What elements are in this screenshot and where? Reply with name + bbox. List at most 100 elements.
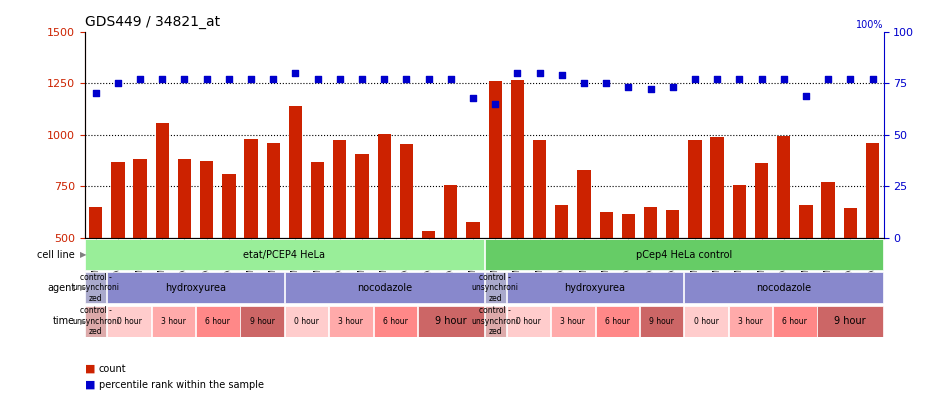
Text: ■: ■ [85,364,95,374]
Text: 0 hour: 0 hour [694,317,718,326]
FancyBboxPatch shape [551,306,595,337]
FancyBboxPatch shape [818,306,884,337]
Point [177,76,192,82]
Bar [267,143,280,341]
Bar [378,133,391,341]
Text: 6 hour: 6 hour [782,317,807,326]
Point [732,76,747,82]
Bar [843,208,857,341]
Point [821,76,836,82]
Bar [556,205,569,341]
FancyBboxPatch shape [684,306,728,337]
Point [599,80,614,86]
FancyBboxPatch shape [728,306,772,337]
Bar [688,140,701,341]
Point [288,70,303,76]
Point [532,70,547,76]
Text: 0 hour: 0 hour [294,317,319,326]
FancyBboxPatch shape [241,306,284,337]
Text: 3 hour: 3 hour [161,317,186,326]
FancyBboxPatch shape [596,306,639,337]
Bar [89,207,102,341]
Bar [533,140,546,341]
FancyBboxPatch shape [196,306,240,337]
Text: 3 hour: 3 hour [560,317,586,326]
Bar [489,81,502,341]
FancyBboxPatch shape [85,239,484,270]
Text: percentile rank within the sample: percentile rank within the sample [99,380,264,390]
Bar [200,162,213,341]
Point [710,76,725,82]
Bar [311,162,324,341]
Point [576,80,591,86]
FancyBboxPatch shape [329,306,372,337]
Bar [222,174,236,341]
Text: nocodazole: nocodazole [756,283,811,293]
Text: agent: agent [47,283,75,293]
Bar [289,106,302,341]
FancyBboxPatch shape [484,272,506,303]
Bar [400,144,413,341]
Point [776,76,791,82]
Bar [644,207,657,341]
Bar [822,182,835,341]
Point [865,76,880,82]
Point [110,80,125,86]
Text: 6 hour: 6 hour [383,317,408,326]
Point [399,76,414,82]
Point [133,76,148,82]
Point [266,76,281,82]
Bar [422,231,435,341]
Point [465,94,480,101]
Text: GDS449 / 34821_at: GDS449 / 34821_at [85,15,220,29]
FancyBboxPatch shape [640,306,683,337]
FancyBboxPatch shape [151,306,196,337]
Text: hydroxyurea: hydroxyurea [165,283,227,293]
Point [798,92,813,99]
FancyBboxPatch shape [85,306,106,337]
Point [310,76,325,82]
Bar [156,123,169,341]
Bar [444,185,458,341]
Point [843,76,858,82]
Bar [510,80,524,341]
Bar [111,162,124,341]
Text: 100%: 100% [856,20,884,30]
Text: control -
unsynchroni
zed: control - unsynchroni zed [472,273,519,303]
Bar [866,143,879,341]
Text: count: count [99,364,126,374]
FancyBboxPatch shape [285,272,484,303]
Bar [178,159,191,341]
Text: 0 hour: 0 hour [516,317,540,326]
Text: pCep4 HeLa control: pCep4 HeLa control [635,249,732,260]
Point [243,76,258,82]
Bar [777,136,791,341]
Text: 0 hour: 0 hour [117,317,141,326]
Bar [799,205,812,341]
Point [155,76,170,82]
Point [221,76,236,82]
FancyBboxPatch shape [85,272,106,303]
Point [620,84,635,90]
Point [199,76,214,82]
FancyBboxPatch shape [484,306,506,337]
Text: 3 hour: 3 hour [738,317,763,326]
Text: ■: ■ [85,380,95,390]
Point [488,101,503,107]
Bar [466,222,479,341]
Point [754,76,769,82]
Text: control -
unsynchroni
zed: control - unsynchroni zed [472,306,519,336]
Bar [577,169,590,341]
Text: control -
unsynchroni
zed: control - unsynchroni zed [72,306,119,336]
Bar [244,139,258,341]
Point [354,76,369,82]
Point [666,84,681,90]
Point [509,70,525,76]
Text: time: time [53,316,75,326]
Text: ▶: ▶ [80,317,86,326]
Point [421,76,436,82]
Text: 9 hour: 9 hour [650,317,674,326]
Bar [333,140,347,341]
Bar [133,159,147,341]
Point [444,76,459,82]
